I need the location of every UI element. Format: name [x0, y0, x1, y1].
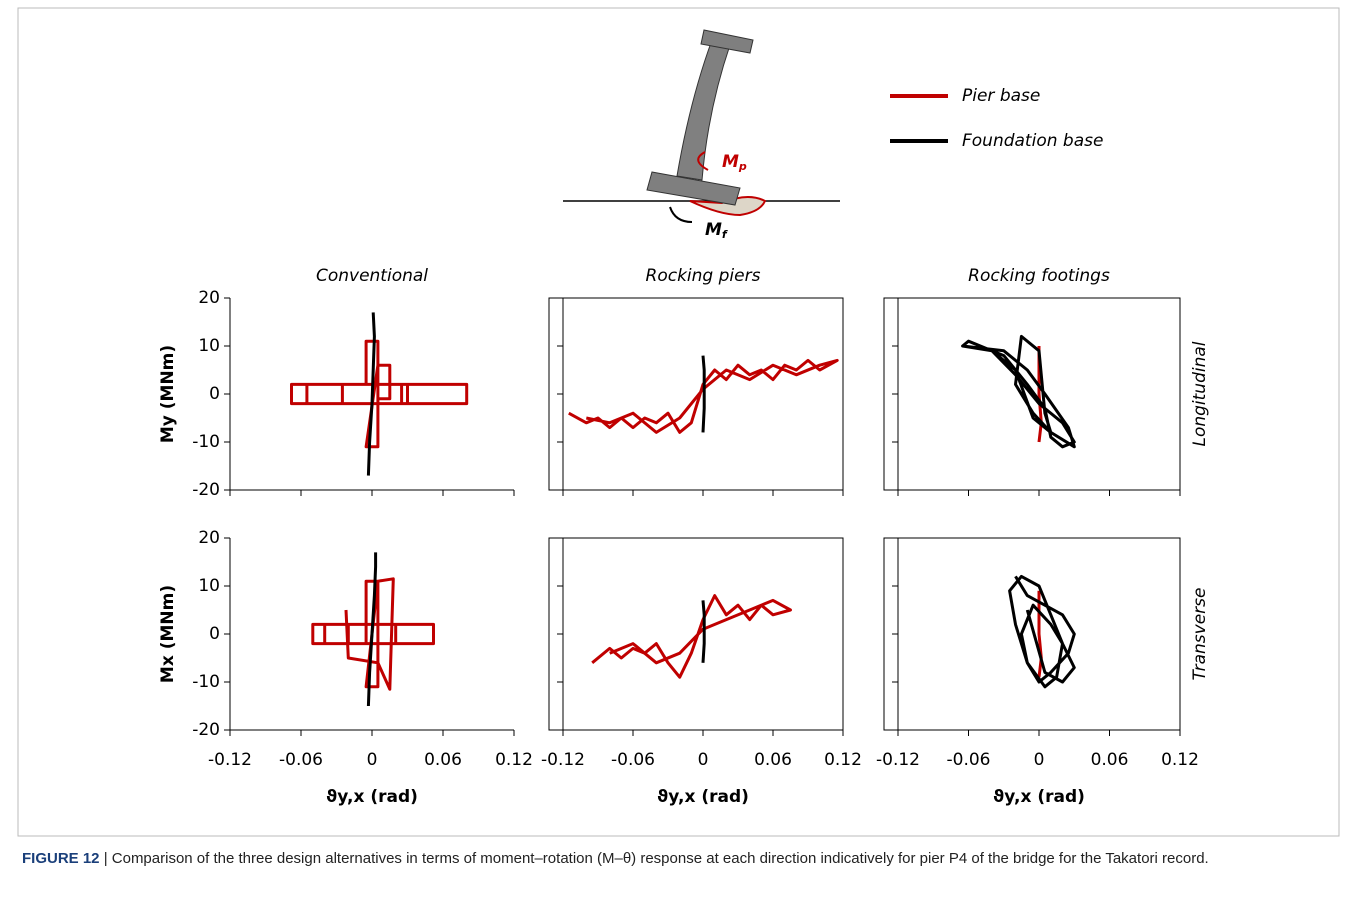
y-tick-label: -10	[192, 672, 220, 692]
x-tick-label: 0	[698, 750, 709, 770]
x-tick-label: 0.06	[424, 750, 462, 770]
x-tick-label: -0.12	[541, 750, 585, 770]
caption: FIGURE 12 | Comparison of the three desi…	[22, 848, 1332, 870]
x-tick-label: -0.06	[947, 750, 991, 770]
y-tick-label: 10	[198, 336, 220, 356]
data-line	[703, 600, 704, 662]
x-tick-label: 0.12	[824, 750, 862, 770]
y-tick-label: -20	[192, 720, 220, 740]
x-tick-label: -0.12	[208, 750, 252, 770]
x-axis-label: ϑy,x (rad)	[993, 787, 1085, 807]
x-tick-label: 0.12	[495, 750, 533, 770]
y-tick-label: 20	[198, 528, 220, 548]
moment-main: M	[722, 152, 739, 172]
moment-sub: p	[738, 160, 747, 173]
x-axis-label: ϑy,x (rad)	[326, 787, 418, 807]
x-tick-label: 0.06	[754, 750, 792, 770]
x-tick-label: -0.12	[876, 750, 920, 770]
y-tick-label: 20	[198, 288, 220, 308]
column-title: Conventional	[316, 266, 428, 286]
plot-frame	[549, 538, 843, 730]
moment-sub: f	[722, 228, 728, 241]
y-tick-label: -20	[192, 480, 220, 500]
x-tick-label: -0.06	[279, 750, 323, 770]
column-title: Rocking piers	[646, 266, 761, 286]
data-line	[703, 356, 704, 433]
row-label: Transverse	[1190, 588, 1210, 681]
x-tick-label: 0.06	[1091, 750, 1129, 770]
x-tick-label: -0.06	[611, 750, 655, 770]
caption-label: FIGURE 12	[22, 850, 100, 867]
data-line	[292, 341, 467, 447]
moment-main: M	[705, 220, 722, 240]
y-tick-label: 0	[209, 384, 220, 404]
legend-label: Pier base	[962, 86, 1040, 106]
row-label: Longitudinal	[1190, 341, 1210, 446]
moment-pier-label: Mp	[722, 152, 747, 173]
data-line	[368, 312, 374, 475]
legend: Pier base Foundation base	[890, 86, 1103, 151]
y-tick-label: 10	[198, 576, 220, 596]
data-line	[963, 336, 1075, 446]
y-axis-label: My (MNm)	[158, 345, 178, 443]
x-tick-label: 0	[1034, 750, 1045, 770]
x-tick-label: 0	[367, 750, 378, 770]
x-axis-label: ϑy,x (rad)	[657, 787, 749, 807]
plot-frame	[549, 298, 843, 490]
y-tick-label: -10	[192, 432, 220, 452]
data-line	[1010, 576, 1075, 686]
x-tick-label: 0.12	[1161, 750, 1199, 770]
figure: Mp Mf Pier base Foundation base -20 -10 0 10…	[0, 0, 1357, 899]
y-tick-label: 0	[209, 624, 220, 644]
figure-border	[18, 8, 1339, 836]
column-title: Rocking footings	[968, 266, 1110, 286]
data-line	[592, 596, 790, 678]
chart: Mp Mf Pier base Foundation base -20 -10 0 10…	[0, 0, 1357, 840]
moment-foundation-label: Mf	[705, 220, 728, 241]
data-line	[368, 552, 375, 706]
y-axis-label: Mx (MNm)	[158, 585, 178, 683]
plot-frame	[884, 538, 1180, 730]
caption-text: | Comparison of the three design alterna…	[104, 850, 1209, 867]
schematic: Mp Mf	[563, 30, 840, 241]
legend-label: Foundation base	[962, 131, 1103, 151]
